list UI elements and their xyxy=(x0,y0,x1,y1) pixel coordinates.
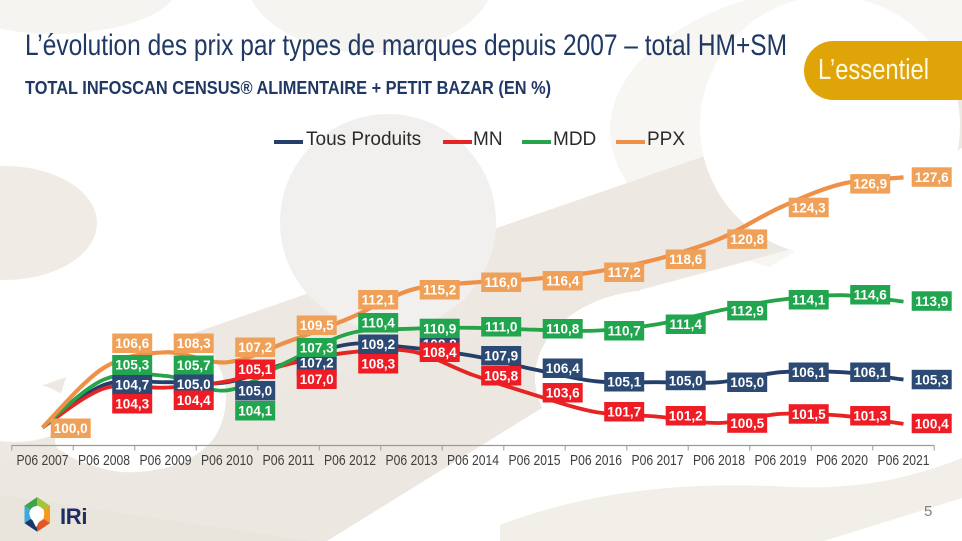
svg-text:108,3: 108,3 xyxy=(177,336,211,351)
svg-text:100,4: 100,4 xyxy=(915,416,949,431)
svg-text:104,4: 104,4 xyxy=(177,393,211,408)
svg-text:109,2: 109,2 xyxy=(361,337,395,352)
svg-text:115,2: 115,2 xyxy=(423,283,456,298)
svg-text:P06 2018: P06 2018 xyxy=(693,452,745,469)
svg-text:P06 2010: P06 2010 xyxy=(201,452,253,469)
svg-text:P06 2016: P06 2016 xyxy=(570,452,622,469)
svg-text:105,0: 105,0 xyxy=(730,375,764,390)
svg-text:106,1: 106,1 xyxy=(792,365,826,380)
svg-text:113,9: 113,9 xyxy=(915,294,948,309)
svg-text:127,6: 127,6 xyxy=(915,170,949,185)
svg-text:104,7: 104,7 xyxy=(115,378,149,393)
svg-text:P06 2011: P06 2011 xyxy=(263,452,315,469)
svg-text:105,0: 105,0 xyxy=(669,373,703,388)
svg-text:107,2: 107,2 xyxy=(300,356,334,371)
svg-text:P06 2009: P06 2009 xyxy=(140,452,192,469)
svg-text:100,5: 100,5 xyxy=(730,416,764,431)
svg-text:105,3: 105,3 xyxy=(915,372,949,387)
svg-text:105,0: 105,0 xyxy=(177,377,211,392)
svg-text:P06 2014: P06 2014 xyxy=(447,452,499,469)
svg-text:P06 2013: P06 2013 xyxy=(386,452,438,469)
svg-text:104,3: 104,3 xyxy=(115,397,149,412)
svg-text:108,4: 108,4 xyxy=(423,345,457,360)
svg-text:P06 2020: P06 2020 xyxy=(816,452,868,469)
svg-text:110,8: 110,8 xyxy=(546,322,580,337)
svg-text:105,3: 105,3 xyxy=(115,358,149,373)
svg-text:105,1: 105,1 xyxy=(238,362,272,377)
svg-text:106,4: 106,4 xyxy=(546,361,580,376)
svg-text:105,8: 105,8 xyxy=(484,369,518,384)
svg-text:111,0: 111,0 xyxy=(485,320,517,335)
svg-text:110,7: 110,7 xyxy=(608,324,641,339)
svg-text:112,9: 112,9 xyxy=(731,304,764,319)
svg-text:108,3: 108,3 xyxy=(361,357,395,372)
svg-text:103,6: 103,6 xyxy=(546,386,580,401)
svg-text:P06 2021: P06 2021 xyxy=(878,452,930,469)
svg-text:101,2: 101,2 xyxy=(669,409,703,424)
svg-text:126,9: 126,9 xyxy=(853,177,887,192)
svg-text:120,8: 120,8 xyxy=(730,232,764,247)
svg-text:114,6: 114,6 xyxy=(854,288,888,303)
svg-text:117,2: 117,2 xyxy=(608,265,641,280)
svg-text:101,3: 101,3 xyxy=(853,409,887,424)
svg-text:114,1: 114,1 xyxy=(792,293,826,308)
svg-text:116,0: 116,0 xyxy=(485,275,518,290)
svg-text:124,3: 124,3 xyxy=(792,200,826,215)
svg-text:116,4: 116,4 xyxy=(546,274,580,289)
svg-text:100,0: 100,0 xyxy=(54,421,88,436)
svg-text:110,9: 110,9 xyxy=(423,321,456,336)
svg-text:107,3: 107,3 xyxy=(300,341,334,356)
svg-text:101,7: 101,7 xyxy=(607,405,641,420)
svg-text:105,7: 105,7 xyxy=(177,358,211,373)
svg-text:112,1: 112,1 xyxy=(362,293,396,308)
svg-text:105,1: 105,1 xyxy=(607,375,641,390)
svg-text:107,0: 107,0 xyxy=(300,372,334,387)
svg-text:P06 2007: P06 2007 xyxy=(17,452,69,469)
svg-text:106,6: 106,6 xyxy=(115,336,149,351)
svg-text:104,1: 104,1 xyxy=(238,404,272,419)
svg-text:P06 2019: P06 2019 xyxy=(755,452,807,469)
svg-text:118,6: 118,6 xyxy=(669,252,703,267)
svg-text:111,4: 111,4 xyxy=(670,317,703,332)
svg-text:110,4: 110,4 xyxy=(362,316,396,331)
svg-text:105,0: 105,0 xyxy=(238,384,272,399)
svg-text:101,5: 101,5 xyxy=(792,407,826,422)
svg-text:P06 2015: P06 2015 xyxy=(509,452,561,469)
svg-text:P06 2017: P06 2017 xyxy=(632,452,684,469)
svg-text:P06 2008: P06 2008 xyxy=(78,452,130,469)
svg-text:109,5: 109,5 xyxy=(300,318,334,333)
svg-text:107,9: 107,9 xyxy=(484,349,518,364)
svg-text:P06 2012: P06 2012 xyxy=(324,452,376,469)
svg-text:106,1: 106,1 xyxy=(853,365,887,380)
svg-text:107,2: 107,2 xyxy=(238,340,272,355)
